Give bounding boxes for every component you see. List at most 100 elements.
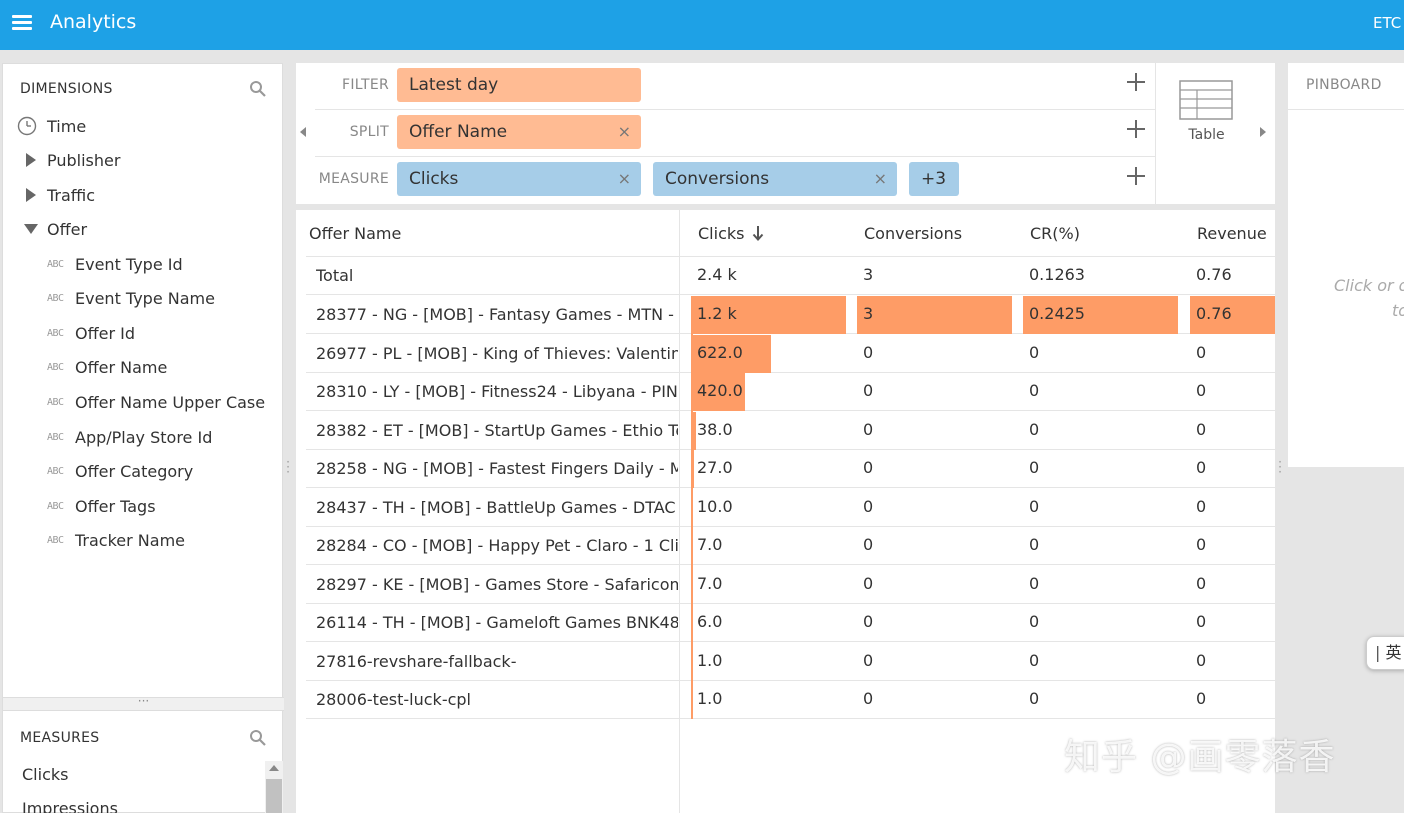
filter-pill-latest-day[interactable]: Latest day — [397, 68, 641, 102]
left-splitter-handle[interactable]: · · · — [286, 455, 290, 479]
dimension-traffic[interactable]: Traffic — [17, 180, 95, 210]
dimension-offer[interactable]: Offer — [17, 214, 87, 244]
data-table: Offer Name Clicks Conversions CR(%) Reve… — [296, 210, 1275, 813]
dimension-event-type-id[interactable]: ABC Event Type Id — [47, 249, 183, 279]
measure-clicks[interactable]: Clicks — [22, 765, 69, 784]
cell-clicks: 6.0 — [691, 604, 846, 642]
cell-value: 1.0 — [697, 689, 723, 708]
table-row[interactable]: 28258 - NG - [MOB] - Fastest Fingers Dai… — [306, 450, 1275, 488]
pill-label: Clicks — [409, 169, 459, 189]
cell-cr: 0.2425 — [1023, 296, 1178, 334]
shelf-left-arrow-icon[interactable] — [300, 127, 306, 137]
shelf-right-arrow-icon[interactable] — [1260, 127, 1266, 137]
table-row[interactable]: 26114 - TH - [MOB] - Gameloft Games BNK4… — [306, 604, 1275, 642]
cell-value: 0 — [1196, 689, 1207, 708]
cell-value: 0 — [863, 535, 874, 554]
pinboard-panel: PINBOARD Click or d to — [1288, 63, 1404, 467]
table-row[interactable]: 28377 - NG - [MOB] - Fantasy Games - MTN… — [306, 296, 1275, 334]
measures-scrollbar[interactable] — [265, 761, 283, 813]
column-header-conversions[interactable]: Conversions — [864, 224, 963, 243]
add-measure-plus-icon[interactable] — [1127, 167, 1145, 185]
table-vis-icon — [1179, 80, 1233, 120]
measure-overflow-pill[interactable]: +3 — [909, 162, 959, 196]
dimension-label: Publisher — [47, 150, 121, 170]
cell-value: 0 — [1029, 381, 1040, 400]
cell-value: 0 — [1196, 612, 1207, 631]
cell-revenue: 0 — [1190, 643, 1275, 681]
cell-conversions: 0 — [857, 489, 1012, 527]
dimension-offer-name-upper-case[interactable]: ABC Offer Name Upper Case — [47, 387, 265, 417]
cell-clicks: 1.2 k — [691, 296, 846, 334]
remove-measure-icon[interactable]: × — [873, 169, 887, 188]
pinboard-hint-line: to — [1392, 301, 1404, 320]
dimension-offer-id[interactable]: ABC Offer Id — [47, 318, 135, 348]
add-split-plus-icon[interactable] — [1127, 120, 1145, 138]
top-bar-right-text[interactable]: ETC — [1373, 14, 1402, 32]
cell-revenue: 0.76 — [1190, 257, 1275, 295]
dimensions-search-icon[interactable] — [249, 80, 267, 98]
cell-cr: 0 — [1023, 335, 1178, 373]
cell-clicks: 1.0 — [691, 642, 846, 681]
remove-split-icon[interactable]: × — [617, 122, 631, 141]
measures-search-icon[interactable] — [249, 729, 267, 747]
dimension-offer-name[interactable]: ABC Offer Name — [47, 352, 167, 382]
measure-impressions[interactable]: Impressions — [22, 799, 118, 813]
column-header-clicks[interactable]: Clicks — [698, 224, 764, 243]
cell-value: 0 — [1029, 573, 1040, 593]
table-row[interactable]: 26977 - PL - [MOB] - King of Thieves: Va… — [306, 334, 1275, 373]
dimension-label: Offer Id — [75, 323, 135, 343]
cell-cr: 0 — [1023, 604, 1178, 642]
measure-pill-clicks[interactable]: Clicks × — [397, 162, 641, 196]
cell-conversions: 0 — [857, 681, 1012, 719]
cell-revenue: 0 — [1190, 450, 1275, 488]
table-row[interactable]: 28284 - CO - [MOB] - Happy Pet - Claro -… — [306, 527, 1275, 565]
measures-title: MEASURES — [20, 730, 100, 746]
dimension-offer-category[interactable]: ABC Offer Category — [47, 456, 193, 486]
cell-conversions: 0 — [857, 566, 1012, 604]
dimension-time[interactable]: Time — [17, 111, 86, 141]
hamburger-menu-icon[interactable] — [12, 15, 32, 31]
cell-value: 0 — [863, 573, 874, 593]
add-filter-plus-icon[interactable] — [1127, 73, 1145, 91]
cell-value: 0 — [863, 419, 874, 439]
table-row[interactable]: 28310 - LY - [MOB] - Fitness24 - Libyana… — [306, 373, 1275, 411]
dimension-event-type-name[interactable]: ABC Event Type Name — [47, 283, 215, 313]
table-row[interactable]: 28297 - KE - [MOB] - Games Store - Safar… — [306, 565, 1275, 604]
dimension-publisher[interactable]: Publisher — [17, 145, 120, 175]
table-total-row[interactable]: Total 2.4 k 3 0.1263 0.76 — [306, 257, 1275, 295]
arrow-down-icon — [752, 226, 763, 241]
column-header-cr[interactable]: CR(%) — [1030, 224, 1080, 243]
cell-conversions: 3 — [857, 257, 1012, 295]
scroll-up-arrow-icon[interactable] — [269, 765, 279, 771]
dimension-tracker-name[interactable]: ABC Tracker Name — [47, 525, 185, 555]
cell-conversions: 0 — [857, 604, 1012, 642]
cell-value: 0 — [863, 689, 874, 708]
cell-revenue: 0 — [1190, 412, 1275, 450]
panel-resize-handle[interactable]: ··· — [3, 695, 284, 711]
cell-clicks: 10.0 — [691, 488, 846, 527]
right-splitter-handle[interactable]: · · · — [1278, 455, 1282, 479]
ime-indicator[interactable]: | 英 — [1366, 636, 1404, 670]
remove-measure-icon[interactable]: × — [617, 169, 631, 188]
table-row[interactable]: 27816-revshare-fallback- 1.0 0 0 0 — [306, 642, 1275, 681]
column-header-revenue[interactable]: Revenue — [1197, 224, 1267, 243]
column-header-offer-name[interactable]: Offer Name — [309, 224, 402, 243]
app-title: Analytics — [50, 11, 137, 33]
cell-value: 10.0 — [697, 496, 733, 516]
split-pill-offer-name[interactable]: Offer Name × — [397, 115, 641, 149]
cell-value: 38.0 — [697, 419, 733, 439]
cell-conversions: 0 — [857, 373, 1012, 411]
row-offer-name: 28437 - TH - [MOB] - BattleUp Games - DT… — [316, 497, 678, 517]
cell-value: 0 — [1196, 650, 1207, 670]
cell-value: 0 — [863, 612, 874, 631]
scrollbar-thumb[interactable] — [266, 779, 282, 813]
cell-conversions: 0 — [857, 335, 1012, 373]
table-row[interactable]: 28437 - TH - [MOB] - BattleUp Games - DT… — [306, 488, 1275, 527]
dimension-app-store-id[interactable]: ABC App/Play Store Id — [47, 422, 212, 452]
measure-pill-conversions[interactable]: Conversions × — [653, 162, 897, 196]
dimension-offer-tags[interactable]: ABC Offer Tags — [47, 491, 156, 521]
table-row[interactable]: 28382 - ET - [MOB] - StartUp Games - Eth… — [306, 411, 1275, 450]
value-bar-conversions — [857, 296, 1012, 334]
visualization-selector[interactable]: Table — [1155, 63, 1256, 204]
table-row[interactable]: 28006-test-luck-cpl 1.0 0 0 0 — [306, 681, 1275, 719]
